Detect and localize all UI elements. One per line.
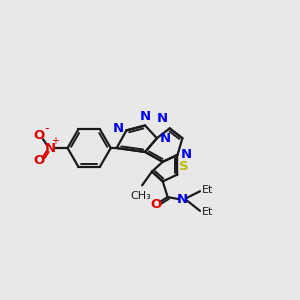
Text: CH₃: CH₃ bbox=[131, 191, 152, 201]
Text: S: S bbox=[179, 160, 189, 172]
Text: Et: Et bbox=[202, 207, 213, 217]
Text: O: O bbox=[34, 129, 45, 142]
Text: N: N bbox=[177, 193, 188, 206]
Text: N: N bbox=[157, 112, 168, 125]
Text: N: N bbox=[180, 148, 192, 161]
Text: O: O bbox=[150, 199, 161, 212]
Text: -: - bbox=[45, 122, 49, 135]
Text: N: N bbox=[44, 142, 56, 154]
Text: N: N bbox=[140, 110, 151, 122]
Text: N: N bbox=[112, 122, 124, 135]
Text: Et: Et bbox=[202, 185, 213, 195]
Text: N: N bbox=[160, 132, 171, 145]
Text: O: O bbox=[34, 154, 45, 167]
Text: +: + bbox=[51, 136, 59, 146]
